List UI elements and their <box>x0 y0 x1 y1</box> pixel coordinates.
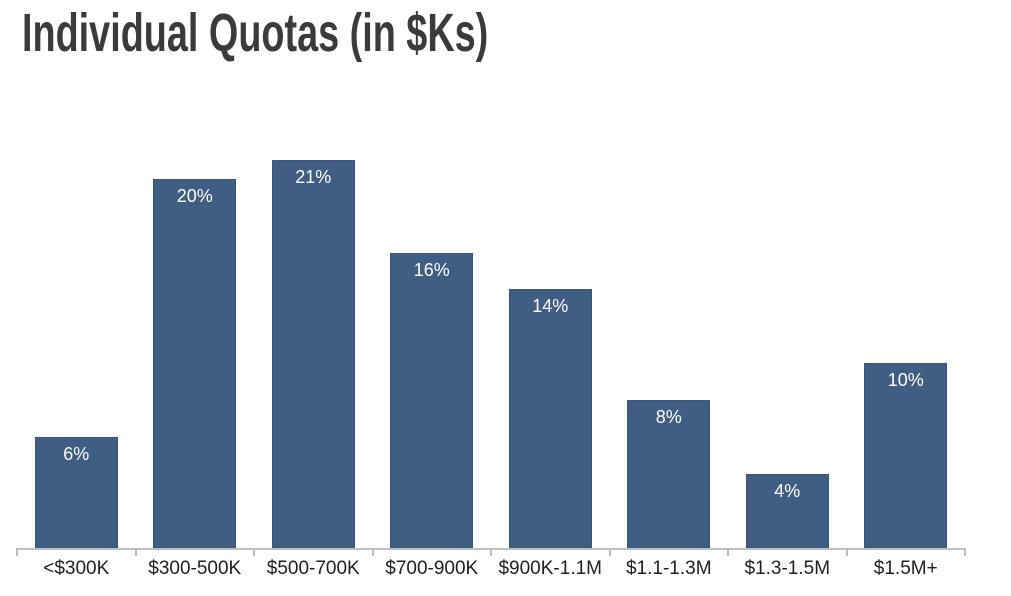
x-axis-label: $1.1-1.3M <box>625 558 712 579</box>
x-axis-tick <box>845 550 848 556</box>
x-axis-label: $300-500K <box>148 558 242 579</box>
x-axis-label: $1.3-1.5M <box>744 558 831 579</box>
x-axis-tick <box>16 550 18 556</box>
bar-value-label: 14% <box>532 296 569 316</box>
bar-value-label: 20% <box>176 186 213 206</box>
x-axis-label: $900K-1.1M <box>498 558 602 579</box>
chart-title: Individual Quotas (in $Ks) <box>22 3 489 63</box>
bar: 14% <box>508 289 592 548</box>
x-axis-tick <box>490 550 492 556</box>
bar-value-label: 16% <box>413 260 450 280</box>
bar-value-label: 4% <box>774 481 801 501</box>
x-axis-tick <box>371 550 374 556</box>
bar-value-label: 6% <box>63 444 90 464</box>
bar: 10% <box>864 363 948 548</box>
bar: 6% <box>34 437 118 548</box>
bar: 16% <box>390 253 474 548</box>
x-axis-label: $700-900K <box>385 558 479 579</box>
x-axis-line <box>16 548 966 550</box>
bar: 20% <box>153 179 237 548</box>
x-axis-tick <box>964 550 966 556</box>
x-axis-tick <box>727 550 729 556</box>
x-axis-tick <box>134 550 137 556</box>
bar-value-label: 21% <box>295 167 332 187</box>
bars-layer: 6% 20% 21% 16% 14% 8% 4% 10% <box>17 90 965 548</box>
x-axis-label: $1.5M+ <box>873 558 938 579</box>
x-axis-tick <box>253 550 255 556</box>
x-axis-label: <$300K <box>43 558 110 579</box>
bar: 21% <box>271 160 355 548</box>
bar-value-label: 10% <box>887 370 924 390</box>
bar: 8% <box>627 400 711 548</box>
x-axis-label: $500-700K <box>266 558 360 579</box>
x-axis-tick <box>608 550 611 556</box>
bar: 4% <box>745 474 829 548</box>
bar-chart: 6% 20% 21% 16% 14% 8% 4% 10% <$300K $300-500K $50… <box>16 90 966 579</box>
bar-value-label: 8% <box>655 407 682 427</box>
